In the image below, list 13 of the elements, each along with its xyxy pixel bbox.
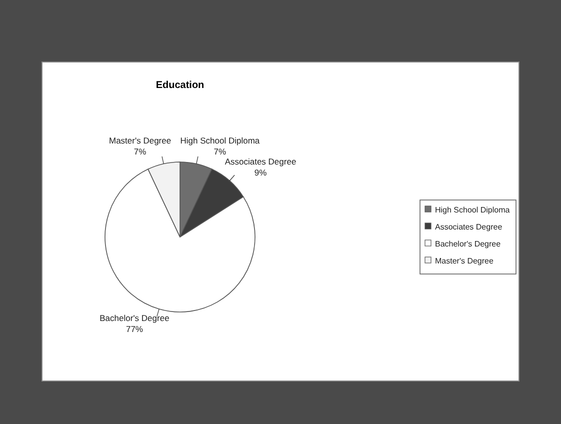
data-label: 7% — [134, 146, 147, 157]
slice-label: Associates Degree — [224, 156, 296, 166]
legend-label: Master's Degree — [435, 256, 494, 266]
slice-label: Bachelor's Degree — [100, 312, 170, 323]
data-label: 9% — [254, 167, 268, 178]
legend-label: Bachelor's Degree — [435, 240, 502, 248]
legend-label: Associates Degree — [435, 222, 503, 232]
slice-label: Master's Degree — [108, 136, 172, 146]
data-label: 77% — [126, 324, 144, 334]
chart-title: Education — [156, 80, 204, 91]
legend-label: High School Diploma — [435, 206, 510, 214]
slice-label: High School Diploma — [180, 136, 260, 146]
data-label: 7% — [214, 146, 227, 157]
